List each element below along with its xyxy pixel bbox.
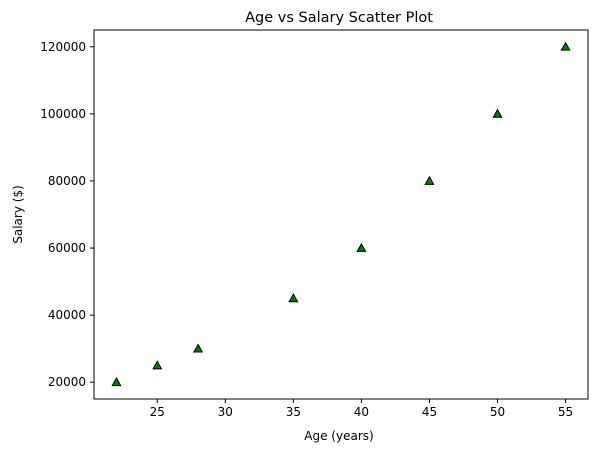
x-tick-label: 30 [218,405,233,419]
y-axis-label: Salary ($) [11,185,25,244]
data-points [111,41,571,387]
y-axis-ticks: 20000 40000 60000 80000 100000 120000 [40,40,94,389]
data-point [560,41,571,51]
x-tick-label: 25 [150,405,165,419]
y-tick-label: 120000 [40,40,86,54]
x-tick-label: 35 [286,405,301,419]
y-tick-label: 80000 [48,174,86,188]
data-point [288,293,299,303]
plot-area [93,29,589,400]
y-tick-label: 60000 [48,241,86,255]
data-point [111,376,122,387]
x-tick-label: 45 [422,405,437,419]
y-tick-label: 100000 [40,107,86,121]
x-axis-label: Age (years) [304,429,373,443]
x-axis-ticks: 25 30 35 40 45 50 55 [150,399,573,419]
plot-frame [93,29,589,400]
x-tick-label: 50 [490,405,505,419]
y-tick-label: 20000 [48,375,86,389]
x-tick-label: 55 [558,405,573,419]
data-point [193,343,204,353]
data-point [152,360,163,370]
chart-title: Age vs Salary Scatter Plot [245,10,433,26]
y-tick-label: 40000 [48,308,86,322]
x-tick-label: 40 [354,405,369,419]
data-point [356,242,367,252]
data-point [492,108,503,118]
data-point [424,175,435,185]
